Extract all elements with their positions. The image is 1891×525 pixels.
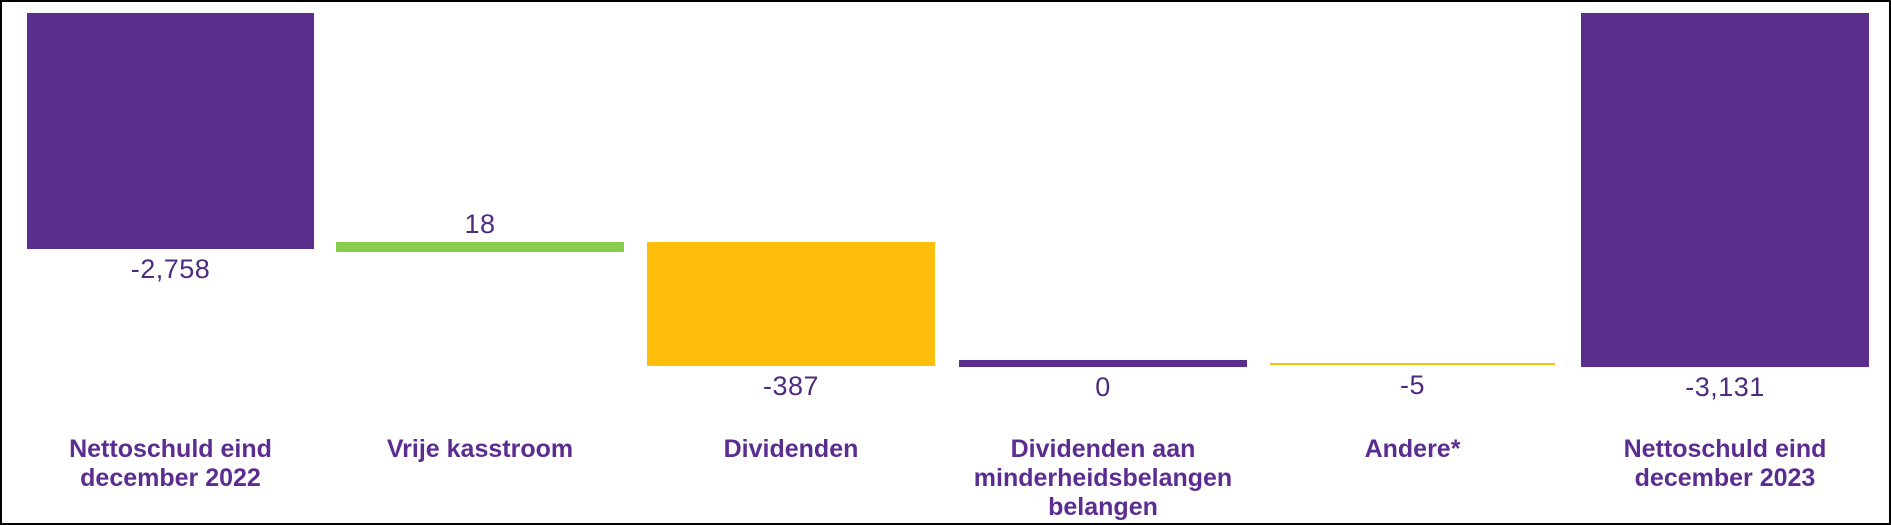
bar-value-label: -3,131 — [1685, 372, 1765, 402]
category-label: Nettoschuld eind december 2023 — [1565, 435, 1885, 493]
waterfall-bar — [959, 360, 1247, 367]
category-label-line: Vrije kasstroom — [386, 435, 574, 463]
category-label-line: Nettoschuld eind — [69, 435, 272, 463]
waterfall-bar — [336, 242, 624, 252]
bar-value-label: 18 — [464, 209, 496, 239]
bar-value-label: -387 — [762, 371, 820, 401]
category-label-line: belangen — [1048, 493, 1158, 521]
category-label-line: Dividenden — [723, 435, 859, 463]
category-label-line: december 2023 — [1634, 464, 1816, 492]
bar-value-label: -2,758 — [130, 254, 211, 284]
category-label-line: Nettoschuld eind — [1623, 435, 1827, 463]
category-label: Dividenden — [631, 435, 951, 464]
category-label: Andere* — [1253, 435, 1573, 464]
category-label: Nettoschuld eind december 2022 — [11, 435, 331, 493]
waterfall-bar — [1581, 13, 1869, 367]
category-label-line: minderheidsbelangen — [973, 464, 1233, 492]
category-label: Dividenden aan minderheidsbelangen belange… — [943, 435, 1263, 522]
category-label-line: december 2022 — [80, 464, 261, 492]
bar-value-label: -5 — [1399, 370, 1425, 400]
waterfall-bar — [1270, 363, 1555, 365]
category-label-line: Andere* — [1364, 435, 1461, 463]
category-label: Vrije kasstroom — [320, 435, 640, 464]
bar-value-label: 0 — [1095, 372, 1111, 402]
waterfall-bar — [27, 13, 314, 249]
waterfall-bar — [647, 242, 935, 366]
category-label-line: Dividenden aan — [1010, 435, 1196, 463]
